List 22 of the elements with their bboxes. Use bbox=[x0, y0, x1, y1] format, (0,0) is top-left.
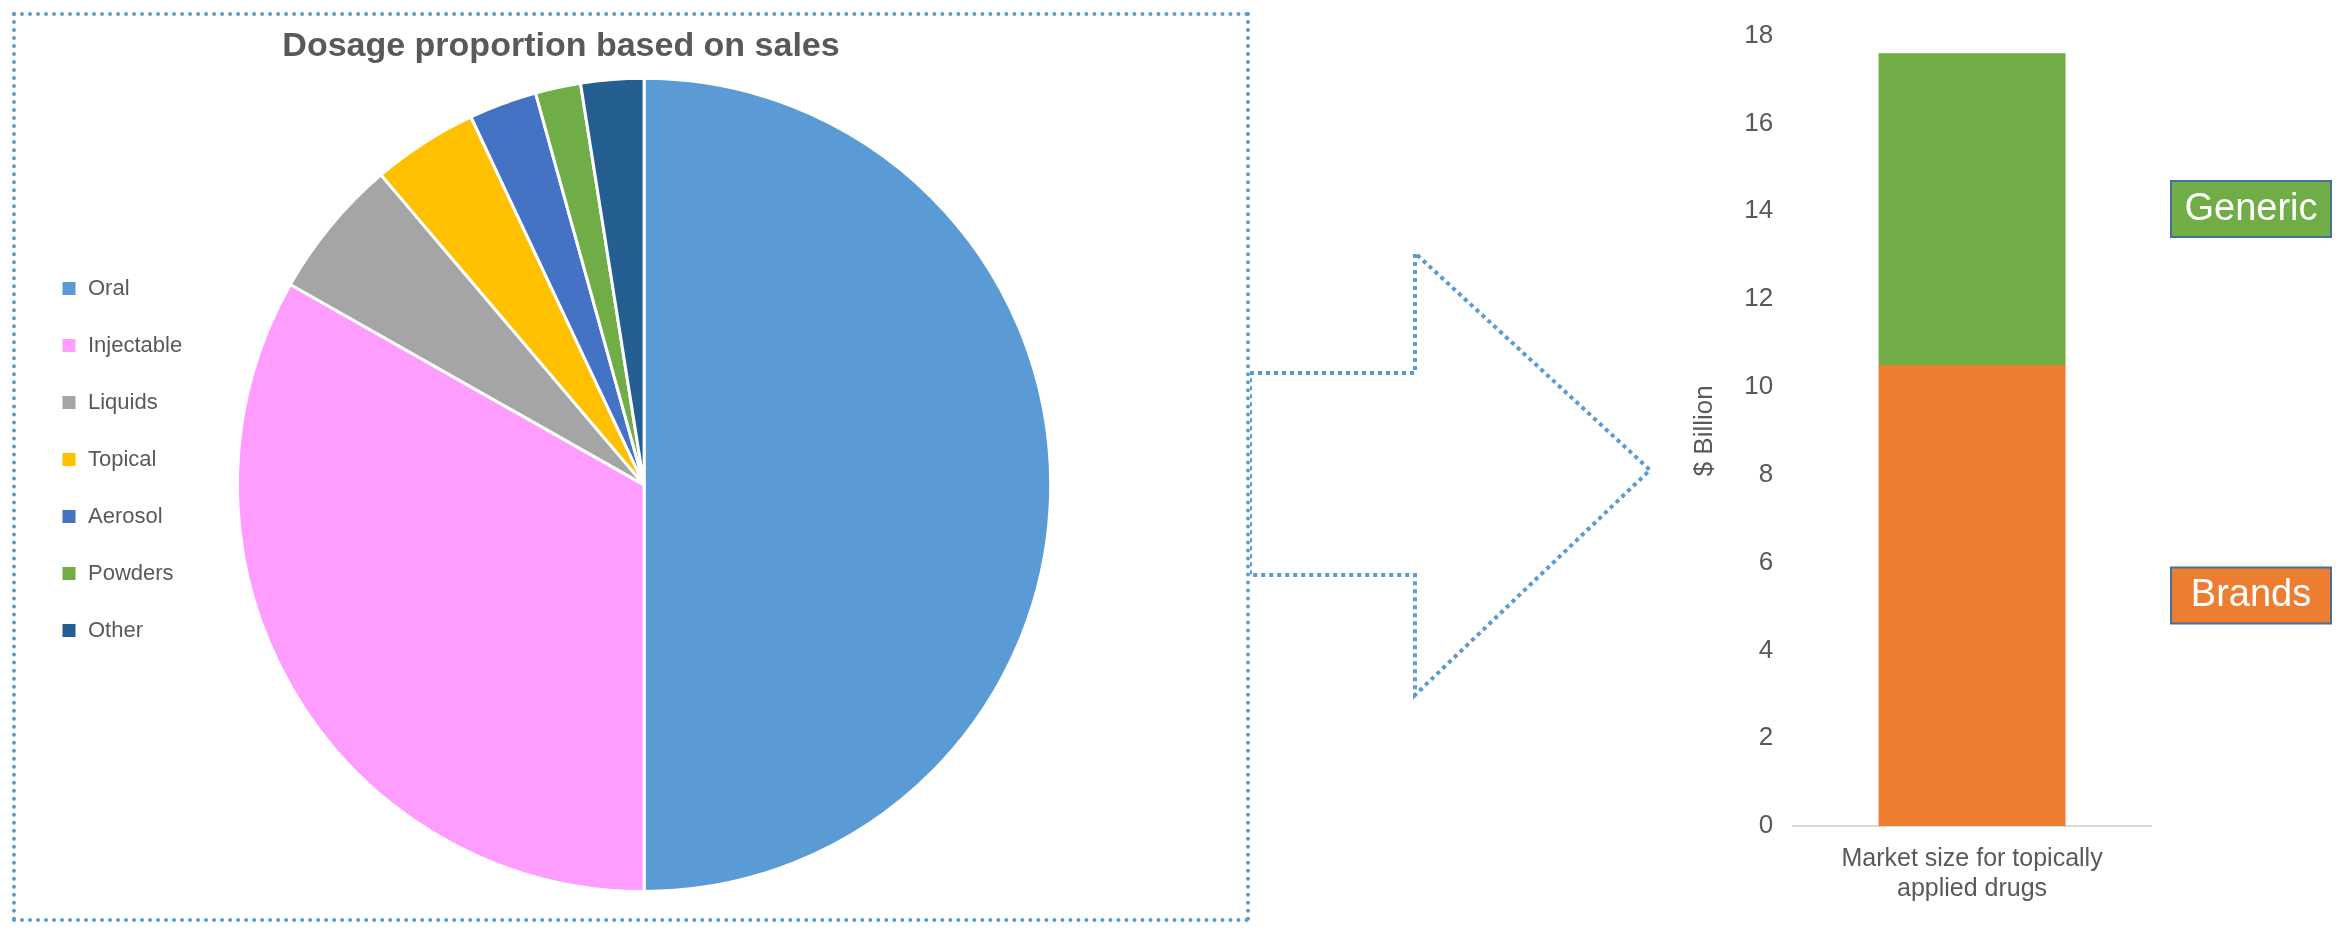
y-axis-title: $ Billion bbox=[1687, 385, 1718, 477]
text: Brands bbox=[2190, 571, 2312, 614]
x-tick-label: Market size for topically applied drugs bbox=[1841, 842, 2104, 901]
legend-label: Aerosol bbox=[88, 502, 163, 528]
y-tick-label: 10 bbox=[1744, 370, 1774, 401]
legend-label: Topical bbox=[88, 445, 157, 471]
legend-label: Liquids bbox=[88, 388, 158, 414]
legend-label: Other bbox=[88, 616, 144, 642]
text: Generic bbox=[2184, 185, 2318, 228]
y-tick-label: 12 bbox=[1744, 282, 1774, 313]
y-tick-label: 0 bbox=[1758, 809, 1774, 840]
chart-title: Dosage proportion based on sales bbox=[282, 24, 840, 63]
y-tick-label: 2 bbox=[1758, 721, 1774, 752]
legend-label: Oral bbox=[88, 274, 130, 300]
legend-label: Powders bbox=[88, 559, 174, 585]
legend-label: Injectable bbox=[88, 331, 183, 357]
y-tick-label: 8 bbox=[1758, 457, 1774, 488]
y-tick-label: 4 bbox=[1758, 633, 1774, 664]
y-tick-label: 16 bbox=[1744, 106, 1774, 137]
y-tick-label: 6 bbox=[1758, 545, 1774, 576]
y-tick-label: 18 bbox=[1744, 18, 1774, 49]
y-tick-label: 14 bbox=[1744, 194, 1774, 225]
